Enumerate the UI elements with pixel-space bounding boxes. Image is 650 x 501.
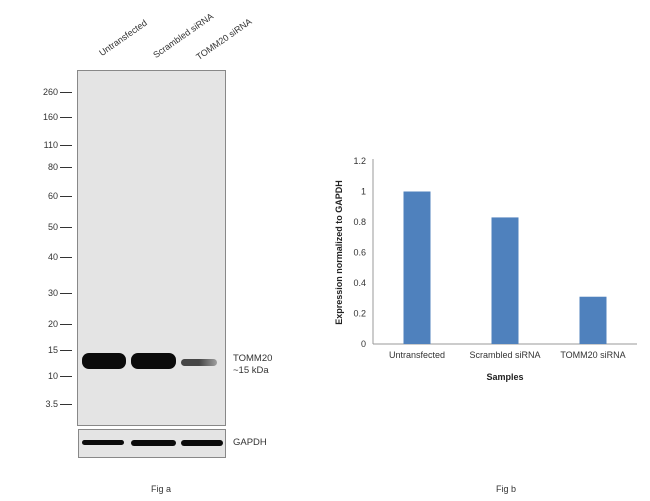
marker-label: 260 [42, 87, 58, 97]
target-size: ~15 kDa [233, 365, 269, 376]
marker-label: 80 [47, 162, 58, 172]
x-axis-title: Samples [486, 372, 523, 382]
marker-label: 50 [47, 222, 58, 232]
marker-80: 80 [12, 161, 72, 173]
marker-20: 20 [12, 318, 72, 330]
y-tick-label: 0.8 [353, 217, 366, 227]
marker-15: 15 [12, 344, 72, 356]
gapdh-band-3 [181, 440, 223, 446]
caption-fig-b: Fig b [496, 484, 517, 494]
caption-fig-a: Fig a [151, 484, 172, 494]
gapdh-band-1 [82, 440, 124, 445]
marker-tick [60, 256, 72, 258]
marker-label: 40 [47, 252, 58, 262]
y-axis-title: Expression normalized to GAPDH [334, 180, 344, 325]
marker-tick [60, 349, 72, 351]
marker-label: 160 [42, 112, 58, 122]
bar-scrambled-sirna [491, 217, 519, 344]
marker-tick [60, 323, 72, 325]
marker-40: 40 [12, 251, 72, 263]
x-tick-label: Scrambled siRNA [469, 350, 540, 360]
control-label: GAPDH [233, 437, 267, 448]
band-scrambled [131, 353, 176, 369]
marker-tick [60, 195, 72, 197]
marker-160: 160 [12, 111, 72, 123]
y-tick-label: 1 [361, 187, 366, 197]
marker-60: 60 [12, 190, 72, 202]
marker-tick [60, 403, 72, 405]
marker-tick [60, 292, 72, 294]
marker-50: 50 [12, 221, 72, 233]
marker-10: 10 [12, 370, 72, 382]
marker-tick [60, 144, 72, 146]
y-tick-label: 0 [361, 339, 366, 349]
band-tomm20-sirna [181, 359, 217, 366]
marker-tick [60, 375, 72, 377]
bar-untransfected [403, 191, 431, 344]
y-tick-label: 1.2 [353, 156, 366, 166]
main-blot [77, 70, 226, 426]
y-tick-label: 0.4 [353, 278, 366, 288]
y-tick-label: 0.2 [353, 309, 366, 319]
marker-label: 20 [47, 319, 58, 329]
marker-30: 30 [12, 287, 72, 299]
target-label: TOMM20 [233, 353, 273, 364]
marker-label: 3.5 [45, 399, 58, 409]
marker-tick [60, 166, 72, 168]
bar-tomm20-sirna [579, 296, 607, 344]
marker-label: 15 [47, 345, 58, 355]
marker-tick [60, 91, 72, 93]
marker-label: 60 [47, 191, 58, 201]
marker-label: 110 [43, 140, 58, 150]
marker-110: 110 [12, 139, 72, 151]
marker-tick [60, 226, 72, 228]
x-tick-label: Untransfected [389, 350, 445, 360]
marker-label: 10 [47, 371, 58, 381]
gapdh-blot [78, 429, 226, 458]
marker-tick [60, 116, 72, 118]
x-tick-label: TOMM20 siRNA [560, 350, 625, 360]
marker-260: 260 [12, 86, 72, 98]
band-untransfected [82, 353, 126, 369]
gapdh-band-2 [131, 440, 176, 446]
marker-label: 30 [47, 288, 58, 298]
marker-3.5: 3.5 [12, 398, 72, 410]
y-tick-label: 0.6 [353, 248, 366, 258]
